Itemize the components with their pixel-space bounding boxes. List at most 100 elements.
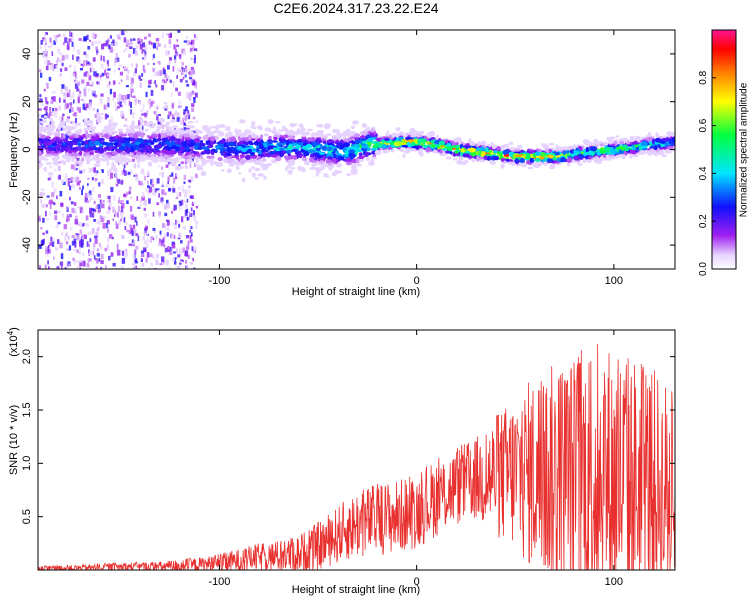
heatmap-cell: [377, 135, 381, 138]
heatmap-cell: [273, 147, 277, 150]
heatmap-cell: [100, 267, 103, 269]
heatmap-cell: [58, 151, 62, 154]
heatmap-cell: [287, 169, 293, 175]
heatmap-cell: [117, 205, 121, 212]
heatmap-cell: [61, 55, 65, 61]
heatmap-cell: [615, 135, 620, 138]
heatmap-cell: [144, 122, 151, 127]
heatmap-cell: [64, 67, 68, 71]
y-tick-label: -40: [21, 237, 33, 253]
heatmap-cell: [504, 149, 510, 155]
heatmap-cell: [315, 138, 323, 144]
heatmap-cell: [130, 145, 135, 150]
snr-ylabel: SNR (10 * v/v): [8, 405, 20, 475]
heatmap-cell: [86, 34, 89, 40]
colorbar-gradient: [711, 29, 737, 270]
heatmap-cell: [87, 258, 90, 264]
heatmap-cell: [103, 43, 107, 47]
heatmap-cell: [176, 114, 179, 117]
heatmap-cell: [195, 158, 199, 163]
heatmap-cell: [39, 214, 42, 218]
heatmap-cell: [315, 166, 321, 173]
heatmap-cell: [115, 221, 118, 226]
heatmap-cell: [85, 215, 89, 221]
heatmap-cell: [190, 146, 194, 151]
heatmap-cell: [178, 224, 181, 228]
heatmap-cell: [211, 155, 215, 159]
heatmap-cell: [177, 91, 181, 96]
heatmap-cell: [251, 134, 258, 138]
heatmap-cell: [99, 199, 102, 204]
heatmap-cell: [174, 46, 177, 50]
heatmap-cell: [38, 244, 42, 249]
heatmap-cell: [231, 146, 235, 151]
heatmap-cell: [132, 71, 136, 77]
heatmap-cell: [88, 167, 92, 173]
heatmap-cell: [82, 252, 85, 256]
heatmap-cell: [215, 124, 220, 131]
heatmap-cell: [180, 240, 183, 244]
heatmap-cell: [120, 214, 123, 221]
heatmap-cell: [385, 132, 389, 137]
heatmap-cell: [111, 43, 114, 48]
heatmap-cell: [53, 237, 55, 243]
heatmap-cell: [428, 130, 436, 137]
heatmap-cell: [133, 174, 136, 177]
heatmap-cell: [182, 247, 186, 253]
heatmap-cell: [92, 108, 96, 111]
heatmap-cell: [113, 49, 115, 52]
heatmap-cell: [427, 135, 432, 139]
heatmap-cell: [221, 169, 225, 172]
heatmap-cell: [186, 124, 190, 128]
heatmap-cell: [113, 123, 118, 127]
heatmap-cell: [593, 157, 600, 163]
heatmap-cell: [61, 84, 65, 89]
heatmap-cell: [123, 30, 128, 33]
heatmap-cell: [120, 200, 124, 203]
heatmap-cell: [187, 114, 191, 120]
heatmap-cell: [465, 150, 471, 154]
heatmap-cell: [202, 146, 209, 151]
heatmap-cell: [134, 264, 136, 269]
heatmap-cell: [45, 101, 49, 105]
heatmap-cell: [105, 151, 113, 155]
heatmap-cell: [59, 261, 64, 266]
heatmap-cell: [39, 192, 43, 197]
heatmap-cell: [86, 200, 90, 204]
heatmap-cell: [210, 160, 214, 167]
heatmap-cell: [49, 174, 53, 180]
heatmap-cell: [43, 115, 48, 119]
heatmap-cell: [79, 128, 83, 134]
heatmap-cell: [148, 140, 154, 144]
heatmap-cell: [92, 67, 95, 73]
heatmap-cell: [215, 135, 219, 141]
heatmap-cell: [69, 108, 72, 113]
heatmap-cell: [106, 211, 110, 214]
heatmap-cell: [334, 141, 338, 144]
heatmap-cell: [149, 240, 152, 243]
heatmap-cell: [610, 143, 616, 146]
heatmap-cell: [118, 64, 122, 68]
heatmap-cell: [105, 103, 108, 110]
heatmap-cell: [79, 221, 83, 228]
heatmap-cell: [185, 106, 188, 112]
heatmap-cell: [147, 85, 151, 88]
heatmap-cell: [84, 119, 87, 124]
heatmap-cell: [64, 37, 68, 43]
heatmap-cell: [327, 156, 333, 160]
heatmap-cell: [585, 146, 589, 153]
heatmap-cell: [349, 136, 356, 140]
heatmap-cell: [74, 208, 77, 214]
heatmap-cell: [76, 160, 84, 165]
heatmap-cell: [158, 172, 162, 176]
heatmap-cell: [120, 79, 123, 82]
heatmap-cell: [137, 41, 141, 44]
heatmap-cell: [191, 82, 195, 86]
heatmap-cell: [226, 168, 232, 174]
heatmap-cell: [49, 242, 53, 246]
heatmap-cell: [548, 155, 555, 159]
heatmap-cell: [151, 186, 154, 191]
heatmap-cell: [163, 81, 167, 84]
heatmap-cell: [76, 56, 80, 62]
heatmap-cell: [425, 147, 431, 153]
